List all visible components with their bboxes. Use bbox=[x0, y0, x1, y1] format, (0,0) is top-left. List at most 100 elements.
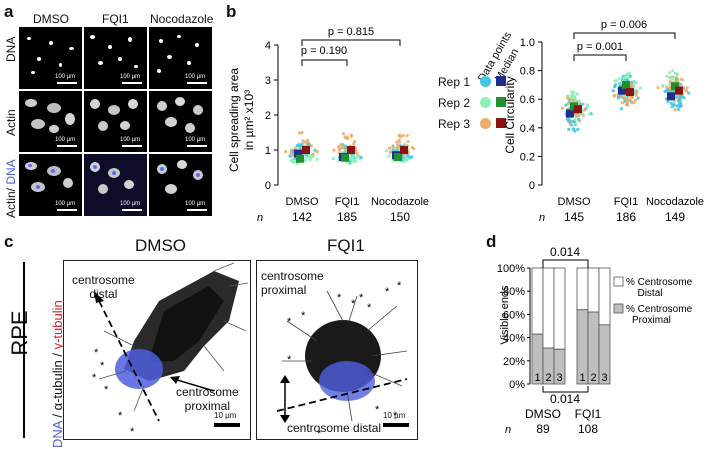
y-tick-label: 100% bbox=[497, 263, 525, 275]
data-point bbox=[685, 86, 689, 90]
data-point bbox=[676, 107, 681, 112]
data-point bbox=[630, 95, 634, 100]
scale-label-dmso: 10 µm bbox=[214, 411, 237, 420]
micrograph-rpe-dmso: * * * * * * centrosome distal centrosome prox… bbox=[63, 260, 251, 440]
data-point bbox=[626, 103, 630, 107]
data-point bbox=[661, 84, 665, 88]
scale-label: 100 µm bbox=[120, 137, 141, 143]
row-label-dna: DNA bbox=[4, 36, 18, 62]
panel-label-d: d bbox=[486, 232, 497, 251]
bracket-top bbox=[542, 259, 589, 268]
data-point bbox=[576, 127, 580, 131]
scale-label: 100 µm bbox=[185, 74, 206, 80]
data-point bbox=[570, 95, 574, 99]
spreading-area-cat-nocodazole: Nocodazole bbox=[371, 196, 429, 208]
circularity-points bbox=[560, 68, 691, 133]
data-point bbox=[673, 108, 677, 112]
visible-ends-group-dmso: DMSO bbox=[525, 407, 561, 421]
data-point bbox=[623, 75, 628, 80]
data-point bbox=[355, 151, 359, 156]
spreading-area-n-dmso: 142 bbox=[292, 210, 312, 224]
median-marker bbox=[671, 82, 679, 91]
data-point bbox=[340, 146, 344, 150]
svg-text:*: * bbox=[359, 292, 364, 304]
data-point bbox=[617, 77, 621, 81]
circularity-n-label: n bbox=[539, 212, 545, 224]
bracket-dmso-fqi1 bbox=[573, 54, 627, 61]
median-marker bbox=[400, 146, 408, 154]
data-point bbox=[628, 74, 632, 78]
data-point bbox=[611, 89, 615, 93]
scale-label: 100 µm bbox=[55, 201, 76, 207]
data-point bbox=[315, 150, 319, 154]
data-point bbox=[313, 148, 317, 152]
data-point bbox=[395, 140, 399, 144]
data-point bbox=[307, 142, 311, 146]
median-marker bbox=[302, 146, 310, 154]
data-point bbox=[568, 119, 572, 123]
data-point bbox=[410, 146, 414, 150]
data-point bbox=[638, 86, 643, 90]
data-point bbox=[354, 159, 358, 163]
legend-rep3-median-swatch bbox=[496, 118, 506, 128]
legend-proximal-line1: % Centrosome bbox=[626, 304, 693, 315]
data-point bbox=[349, 134, 353, 138]
micrograph-rpe-fqi1: * * * * * * * * * * * * centrosome proximal cen… bbox=[256, 260, 418, 440]
bar-replicate-label: 2 bbox=[545, 372, 551, 384]
data-point bbox=[560, 106, 564, 110]
svg-text:*: * bbox=[337, 292, 342, 304]
data-point bbox=[656, 85, 660, 90]
micrograph-actin-dmso: 100 µm bbox=[19, 91, 82, 152]
visible-ends-ylabel: Visible ends bbox=[499, 285, 511, 345]
data-point bbox=[348, 161, 352, 165]
median-marker bbox=[574, 105, 582, 114]
scale-label: 100 µm bbox=[120, 74, 141, 80]
circularity-p-dmso-nocodazole: p = 0.006 bbox=[601, 20, 647, 31]
data-point bbox=[297, 131, 302, 135]
data-point bbox=[666, 99, 670, 104]
bracket-dmso-nocodazole bbox=[573, 32, 676, 39]
panel-label-a: a bbox=[4, 2, 14, 21]
spreading-area-medians bbox=[294, 146, 408, 163]
row-label-actin-dna: Actin/ DNA bbox=[4, 159, 18, 218]
median-marker bbox=[667, 92, 675, 101]
data-point bbox=[571, 127, 576, 131]
circularity-brackets bbox=[573, 32, 676, 61]
y-tick-label: 0 bbox=[529, 180, 535, 192]
replicate-legend: Data points Median Rep 1 Rep 2 Rep 3 bbox=[438, 16, 522, 136]
visible-ends-group-fqi1: FQI1 bbox=[575, 407, 602, 421]
data-point bbox=[387, 154, 391, 158]
circularity-y-axis: 0 0.2 0.4 0.6 0.8 1.0 bbox=[520, 37, 543, 192]
svg-text:*: * bbox=[92, 372, 97, 384]
svg-text:*: * bbox=[287, 316, 292, 328]
data-point bbox=[612, 94, 617, 98]
data-point bbox=[566, 96, 570, 100]
data-point bbox=[384, 149, 389, 153]
data-point bbox=[298, 145, 302, 150]
micrograph-actin-fqi1: 100 µm bbox=[84, 91, 147, 152]
cell-line-divider bbox=[23, 262, 25, 438]
y-tick-label: 0.8 bbox=[520, 66, 535, 78]
data-point bbox=[308, 158, 312, 162]
data-point bbox=[568, 122, 573, 126]
micrograph-dna-nocodazole: 100 µm bbox=[149, 27, 212, 89]
data-point bbox=[337, 148, 342, 152]
legend-proximal-swatch bbox=[613, 303, 624, 314]
data-point bbox=[359, 155, 363, 159]
svg-text:*: * bbox=[393, 410, 398, 422]
visible-ends-n-dmso: 89 bbox=[536, 422, 550, 436]
data-point bbox=[679, 77, 683, 81]
data-point bbox=[670, 77, 675, 81]
svg-text:*: * bbox=[367, 302, 372, 314]
data-point bbox=[674, 77, 678, 81]
micrograph-merge-dmso: 100 µm bbox=[19, 154, 82, 216]
data-point bbox=[401, 133, 405, 138]
data-point bbox=[575, 92, 579, 96]
median-marker bbox=[566, 109, 574, 118]
bar-distal bbox=[587, 267, 600, 313]
svg-text:*: * bbox=[94, 347, 99, 359]
visible-ends-p-top: 0.014 bbox=[550, 245, 580, 259]
data-point bbox=[351, 155, 355, 159]
y-tick-label: 0.2 bbox=[520, 151, 535, 163]
